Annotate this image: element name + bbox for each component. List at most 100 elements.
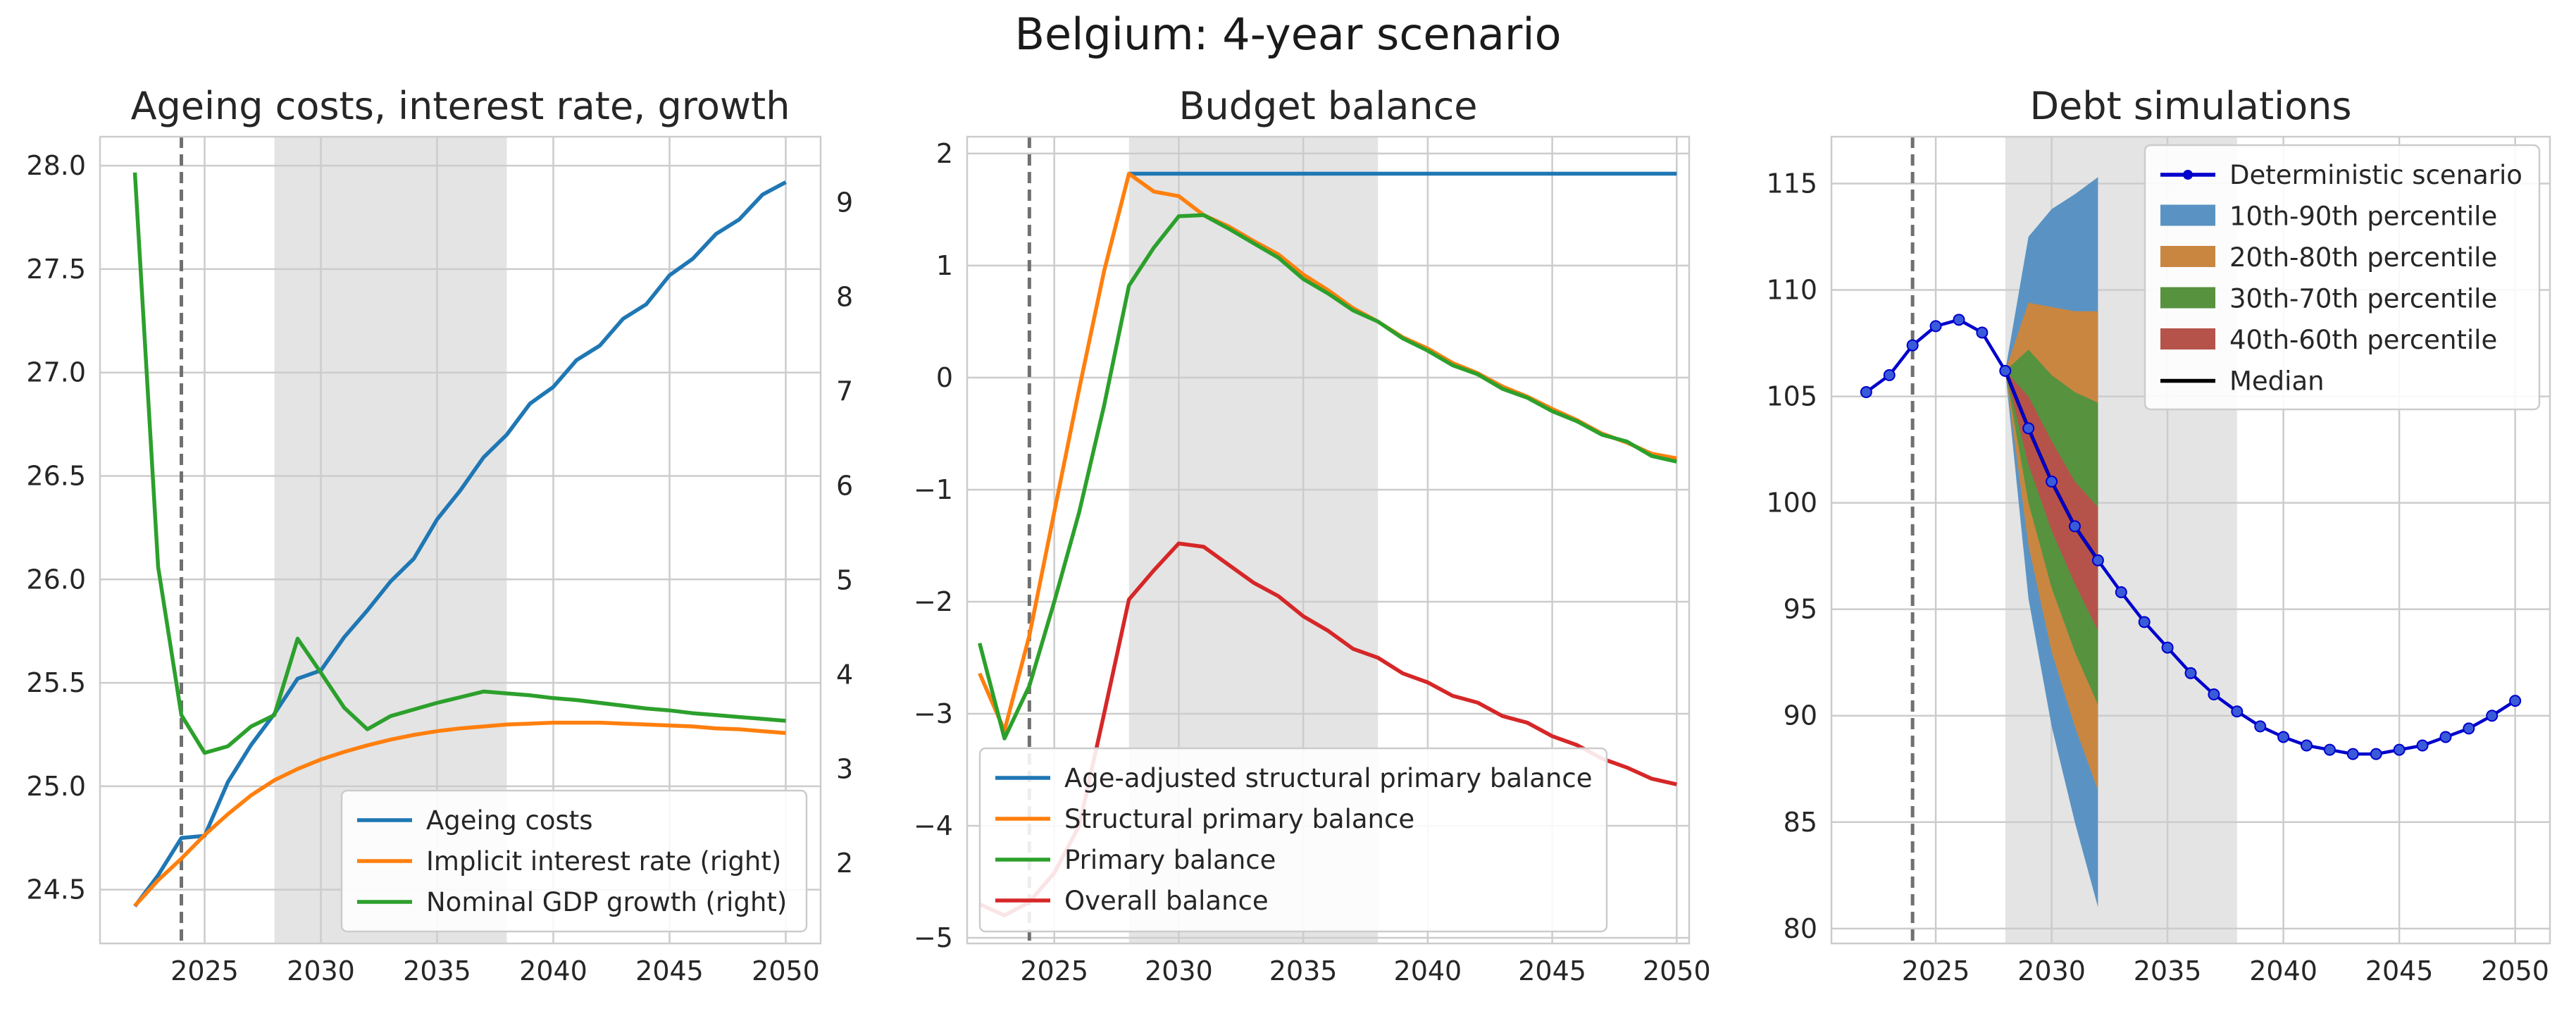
legend-swatch [2160, 328, 2215, 349]
x-tick-label: 2045 [1518, 955, 1586, 986]
y-tick-label: −3 [914, 698, 953, 729]
legend-label: Deterministic scenario [2229, 160, 2522, 190]
deterministic-point [1906, 339, 1919, 352]
legend-label: Overall balance [1064, 886, 1269, 916]
y-tick-label: 27.5 [26, 254, 86, 285]
y2-tick-label: 8 [836, 282, 853, 313]
y-tick-label: 100 [1766, 488, 1817, 519]
y-tick-label: 115 [1766, 168, 1817, 199]
x-tick-label: 2050 [752, 955, 820, 986]
y-tick-label: 90 [1784, 700, 1817, 731]
y-tick-label: −4 [914, 810, 953, 841]
y2-tick-label: 2 [836, 848, 853, 879]
deterministic-point [2115, 586, 2127, 599]
legend-box [2143, 144, 2541, 411]
deterministic-point [2046, 475, 2058, 488]
deterministic-point [2301, 739, 2313, 752]
legend-label: 30th-70th percentile [2229, 284, 2497, 314]
y-tick-label: −5 [914, 922, 953, 953]
panel-debt-simulations: 2025 2030 2035 2040 2045 2050 80 85 90 95 100 105 11… [1766, 84, 2551, 986]
deterministic-point [2184, 667, 2197, 679]
y-tick-label: 24.5 [26, 874, 86, 905]
plot-frame [1830, 135, 2551, 945]
legend-label: Structural primary balance [1064, 804, 1414, 834]
panel-title: Budget balance [1179, 84, 1478, 128]
legend-label: Primary balance [1064, 845, 1276, 875]
y-tick-label: 0 [936, 362, 953, 393]
y-tick-label: 95 [1784, 594, 1817, 625]
deterministic-point [1976, 326, 1989, 339]
deterministic-point [2463, 722, 2475, 735]
y-tick-label: 27.0 [26, 357, 86, 388]
y-tick-label: 25.5 [26, 667, 86, 698]
plot-frame [966, 135, 1691, 945]
y-tick-label: 26.0 [26, 564, 86, 595]
deterministic-point [2068, 520, 2081, 533]
x-tick-label: 2030 [1145, 955, 1213, 986]
y2-tick-label: 3 [836, 753, 853, 784]
x-tick-label: 2050 [1643, 955, 1711, 986]
deterministic-point [2346, 748, 2359, 760]
y2-tick-label: 7 [836, 376, 853, 407]
x-tick-label: 2045 [2365, 955, 2434, 986]
x-tick-label: 2025 [170, 955, 239, 986]
plot-frame [99, 135, 822, 945]
legend-label: Implicit interest rate (right) [426, 846, 781, 877]
deterministic-point [2022, 422, 2035, 435]
x-tick-label: 2040 [2249, 955, 2317, 986]
x-tick-label: 2030 [287, 955, 355, 986]
y-tick-label: 25.0 [26, 771, 86, 802]
panel-title: Debt simulations [2029, 84, 2351, 128]
legend-box [978, 747, 1608, 933]
x-tick-label: 2035 [403, 955, 471, 986]
y-tick-label: 80 [1784, 913, 1817, 944]
legend-label: Nominal GDP growth (right) [426, 887, 787, 917]
deterministic-point [2208, 688, 2220, 701]
deterministic-point [1860, 386, 1872, 399]
legend-swatch [2160, 287, 2215, 309]
series-line [132, 172, 786, 755]
y2-tick-label: 9 [836, 187, 853, 218]
y-tick-label: 2 [936, 138, 953, 169]
y2-tick-label: 6 [836, 470, 853, 501]
x-tick-label: 2045 [635, 955, 704, 986]
deterministic-point [1999, 364, 2012, 377]
legend-label: 40th-60th percentile [2229, 325, 2497, 355]
deterministic-point [2231, 705, 2244, 718]
deterministic-point [2486, 710, 2499, 722]
x-tick-label: 2030 [2017, 955, 2086, 986]
legend-label: 20th-80th percentile [2229, 242, 2497, 273]
fan-band [2005, 371, 2098, 631]
deterministic-point [2323, 743, 2336, 756]
legend-label: 10th-90th percentile [2229, 202, 2497, 232]
y2-tick-label: 5 [836, 564, 853, 595]
panel-budget-balance: 2025 2030 2035 2040 2045 2050 −5 −4 −3 −2 −1 0 1 2 Bud… [914, 84, 1711, 986]
y2-tick-label: 4 [836, 659, 853, 690]
y-tick-label: 85 [1784, 807, 1817, 838]
y-tick-label: 26.5 [26, 460, 86, 491]
legend-box [340, 789, 808, 933]
deterministic-point [2091, 554, 2104, 567]
deterministic-point [2254, 720, 2267, 733]
figure-title: Belgium: 4-year scenario [1014, 8, 1562, 60]
y-tick-label: −1 [914, 474, 953, 505]
series-line [133, 720, 786, 908]
deterministic-point [2161, 641, 2174, 654]
deterministic-point [2393, 743, 2406, 756]
y-tick-label: 105 [1766, 381, 1817, 412]
deterministic-point [2416, 739, 2429, 752]
x-tick-label: 2035 [2134, 955, 2202, 986]
y-tick-label: 28.0 [26, 150, 86, 181]
deterministic-point [2509, 695, 2522, 707]
y-tick-label: 110 [1766, 275, 1817, 306]
series-line [133, 180, 787, 908]
y-tick-label: −2 [914, 586, 953, 617]
deterministic-point [1929, 320, 1942, 333]
legend-swatch [2160, 204, 2215, 226]
legend-label: Ageing costs [426, 805, 593, 836]
deterministic-point [2277, 731, 2290, 743]
deterministic-point [1883, 369, 1896, 381]
x-tick-label: 2040 [519, 955, 587, 986]
deterministic-point [2370, 748, 2382, 760]
